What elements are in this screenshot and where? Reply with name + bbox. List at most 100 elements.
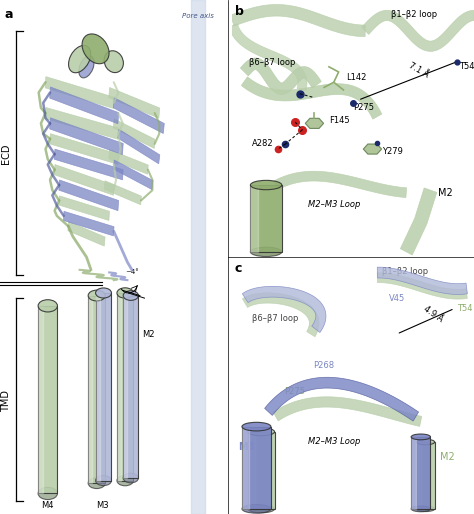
Bar [248, 432, 274, 509]
Polygon shape [230, 5, 365, 36]
Bar [38, 306, 57, 493]
Polygon shape [362, 10, 474, 51]
Ellipse shape [417, 439, 435, 445]
Ellipse shape [250, 180, 282, 190]
Ellipse shape [117, 475, 133, 486]
Ellipse shape [117, 288, 133, 298]
Ellipse shape [82, 34, 109, 64]
Text: β1–β2 loop: β1–β2 loop [382, 267, 428, 277]
Text: T54: T54 [457, 304, 473, 313]
Polygon shape [242, 286, 326, 333]
Bar [88, 296, 105, 483]
Text: β6–β7 loop: β6–β7 loop [249, 58, 296, 67]
Polygon shape [45, 77, 114, 108]
Ellipse shape [96, 475, 111, 486]
Polygon shape [113, 160, 153, 190]
Polygon shape [96, 293, 100, 481]
Ellipse shape [88, 478, 105, 488]
Polygon shape [248, 432, 255, 509]
Ellipse shape [248, 428, 274, 436]
Polygon shape [88, 296, 92, 483]
Polygon shape [242, 293, 319, 337]
Polygon shape [50, 134, 118, 164]
Text: M4: M4 [42, 501, 54, 510]
Bar [96, 293, 111, 481]
Polygon shape [68, 222, 105, 246]
Ellipse shape [242, 423, 271, 431]
Bar [250, 185, 282, 252]
Text: ECD: ECD [1, 144, 11, 164]
Ellipse shape [69, 45, 91, 73]
Text: T54: T54 [459, 62, 474, 71]
Text: ~4°: ~4° [125, 269, 139, 275]
Polygon shape [401, 188, 437, 255]
Polygon shape [109, 150, 148, 174]
Text: 7.1 Å: 7.1 Å [407, 61, 430, 80]
Text: β1–β2 loop: β1–β2 loop [391, 10, 437, 20]
Polygon shape [229, 24, 307, 91]
Polygon shape [123, 296, 127, 478]
Bar [123, 296, 138, 478]
Text: M3: M3 [96, 501, 109, 510]
Text: M2: M2 [440, 452, 455, 463]
Polygon shape [305, 118, 324, 128]
Ellipse shape [123, 473, 138, 483]
Text: M2–M3 Loop: M2–M3 Loop [308, 200, 360, 210]
Text: M3: M3 [246, 193, 262, 203]
Polygon shape [59, 180, 118, 211]
Text: a: a [5, 8, 13, 21]
Ellipse shape [250, 247, 282, 256]
Polygon shape [50, 118, 123, 155]
Polygon shape [117, 293, 121, 481]
Text: Y279: Y279 [382, 147, 403, 156]
Polygon shape [59, 196, 109, 221]
Text: L142: L142 [346, 72, 366, 82]
Text: TMD: TMD [1, 390, 11, 412]
Ellipse shape [104, 51, 123, 72]
Ellipse shape [417, 506, 435, 511]
Text: P268: P268 [314, 361, 335, 370]
Polygon shape [113, 119, 155, 149]
Polygon shape [250, 185, 258, 252]
Ellipse shape [79, 56, 94, 78]
Ellipse shape [123, 291, 138, 300]
Polygon shape [377, 267, 467, 295]
Text: 4.9 Å: 4.9 Å [421, 304, 444, 324]
Text: M3: M3 [238, 442, 255, 452]
Polygon shape [45, 107, 118, 139]
Text: P275: P275 [284, 387, 306, 396]
Text: c: c [235, 262, 242, 275]
Polygon shape [241, 77, 382, 119]
Text: F145: F145 [329, 116, 350, 125]
Text: P275: P275 [353, 103, 374, 113]
Text: b: b [235, 5, 244, 18]
Ellipse shape [96, 288, 111, 298]
Text: M2: M2 [142, 329, 155, 339]
Polygon shape [104, 181, 141, 205]
Text: V45: V45 [389, 294, 405, 303]
Bar [242, 427, 271, 509]
Polygon shape [242, 427, 249, 509]
Polygon shape [38, 306, 43, 493]
Polygon shape [273, 397, 422, 427]
Polygon shape [417, 442, 421, 509]
Polygon shape [64, 211, 114, 236]
Polygon shape [55, 149, 123, 180]
Text: M2: M2 [438, 188, 453, 198]
Text: β6–β7 loop: β6–β7 loop [252, 314, 298, 323]
Bar [117, 293, 133, 481]
Polygon shape [273, 171, 407, 197]
Polygon shape [50, 87, 118, 124]
Polygon shape [411, 437, 416, 509]
Bar [411, 437, 430, 509]
Text: M2–M3 Loop: M2–M3 Loop [308, 437, 360, 446]
Polygon shape [54, 164, 114, 195]
Polygon shape [377, 273, 467, 299]
Ellipse shape [38, 300, 57, 312]
Ellipse shape [38, 487, 57, 500]
Ellipse shape [411, 506, 430, 512]
Polygon shape [118, 129, 160, 164]
Polygon shape [113, 98, 164, 134]
Polygon shape [109, 87, 160, 118]
Text: A282: A282 [252, 139, 273, 149]
